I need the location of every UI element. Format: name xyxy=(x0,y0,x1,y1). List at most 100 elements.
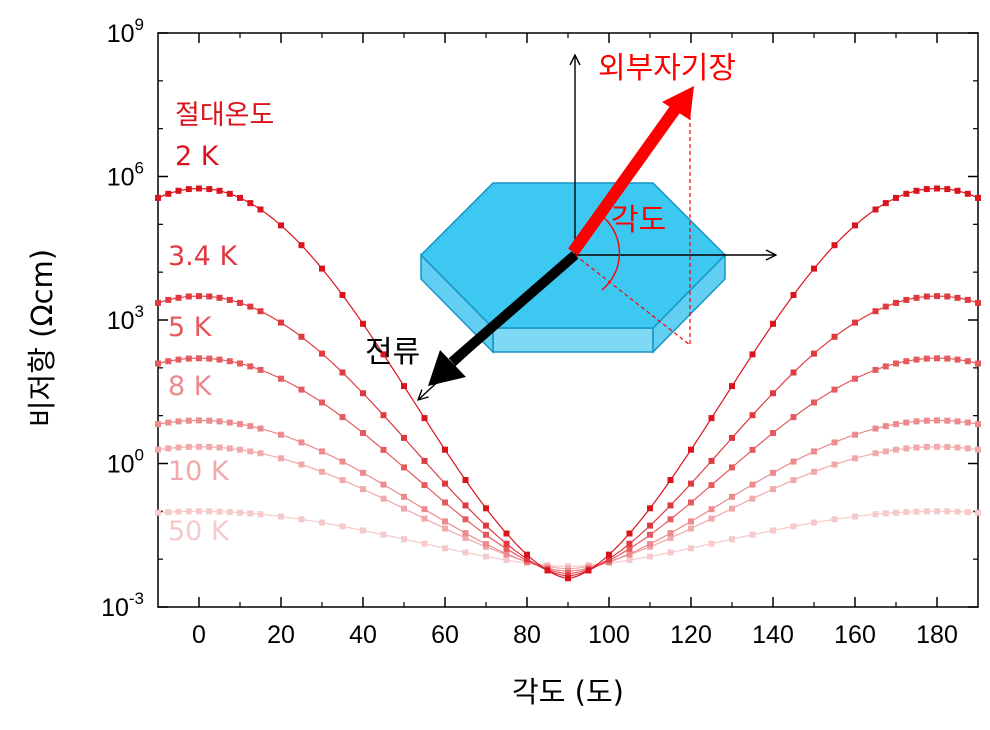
data-point xyxy=(185,355,192,362)
data-point xyxy=(247,448,254,455)
data-point xyxy=(483,541,489,548)
data-point xyxy=(298,386,305,393)
data-point xyxy=(923,293,930,300)
data-point xyxy=(206,417,213,424)
data-point xyxy=(811,468,817,475)
data-point xyxy=(954,418,961,425)
y-tick-label: 10-3 xyxy=(101,589,144,622)
data-point xyxy=(708,506,715,513)
data-point xyxy=(913,356,920,363)
data-point xyxy=(185,508,192,515)
data-point xyxy=(749,446,756,453)
data-point xyxy=(175,508,182,515)
data-point xyxy=(175,356,182,363)
data-point xyxy=(360,320,366,327)
data-point xyxy=(934,185,940,192)
data-point xyxy=(954,294,961,301)
data-point xyxy=(442,446,448,453)
data-point xyxy=(944,417,951,424)
data-point xyxy=(626,550,633,557)
data-point xyxy=(893,446,899,453)
data-point xyxy=(667,530,674,537)
data-point xyxy=(852,319,858,326)
data-point xyxy=(237,194,243,201)
data-point xyxy=(339,414,346,421)
data-point xyxy=(852,222,858,229)
data-point xyxy=(175,294,182,301)
data-point xyxy=(749,412,756,419)
data-point xyxy=(442,499,448,506)
data-point xyxy=(708,515,715,522)
data-point xyxy=(401,505,407,512)
data-point xyxy=(155,299,161,306)
data-point xyxy=(964,296,971,303)
data-point xyxy=(206,443,213,450)
data-point xyxy=(872,366,879,373)
data-point xyxy=(852,513,858,520)
data-point xyxy=(360,390,366,397)
data-point xyxy=(247,363,254,370)
data-point xyxy=(339,369,346,376)
data-point xyxy=(462,530,469,537)
data-point xyxy=(278,455,284,462)
data-point xyxy=(421,515,428,522)
data-point xyxy=(882,303,889,310)
data-point xyxy=(872,308,879,315)
x-tick-label: 40 xyxy=(349,621,377,649)
data-point xyxy=(811,350,817,357)
data-point xyxy=(483,531,489,538)
data-point xyxy=(708,415,715,422)
data-point xyxy=(647,505,653,512)
series-line xyxy=(157,510,979,567)
data-point xyxy=(226,190,233,197)
data-point xyxy=(852,375,858,382)
data-point xyxy=(975,360,981,367)
current-arrow-head xyxy=(428,350,466,386)
data-point xyxy=(934,293,940,300)
data-point xyxy=(923,417,930,424)
data-point xyxy=(831,461,838,468)
data-point xyxy=(790,292,797,298)
data-point xyxy=(442,518,448,525)
y-axis-title: 비저항 (Ωcm) xyxy=(25,249,59,427)
data-point xyxy=(729,493,735,500)
x-tick-label: 80 xyxy=(513,621,541,649)
data-point xyxy=(421,482,428,489)
data-point xyxy=(893,421,899,428)
data-point xyxy=(401,434,407,441)
data-point xyxy=(257,450,264,457)
data-point xyxy=(688,545,694,552)
data-point xyxy=(944,443,951,450)
data-point xyxy=(524,551,530,558)
data-point xyxy=(667,535,674,541)
data-point xyxy=(923,508,930,515)
data-point xyxy=(964,358,971,365)
data-point xyxy=(626,557,633,563)
data-point xyxy=(913,444,920,451)
current-arrow-shaft xyxy=(448,251,579,366)
data-point xyxy=(811,448,817,455)
data-point xyxy=(831,333,838,340)
data-point xyxy=(606,555,612,562)
data-point xyxy=(975,421,981,428)
data-point xyxy=(790,458,797,465)
data-point xyxy=(975,299,981,306)
data-point xyxy=(688,480,694,487)
data-point xyxy=(278,319,284,326)
data-point xyxy=(626,540,633,547)
data-point xyxy=(339,458,346,465)
data-point xyxy=(360,430,366,436)
data-point xyxy=(913,418,920,425)
data-point xyxy=(421,506,428,513)
data-point xyxy=(934,508,940,515)
data-point xyxy=(216,294,223,301)
series-line xyxy=(157,419,979,572)
data-point xyxy=(903,296,910,303)
x-tick-label: 180 xyxy=(916,621,958,649)
data-point xyxy=(964,445,971,452)
data-point xyxy=(647,553,653,560)
data-point xyxy=(647,522,653,529)
data-point xyxy=(893,509,899,516)
data-point xyxy=(882,423,889,430)
